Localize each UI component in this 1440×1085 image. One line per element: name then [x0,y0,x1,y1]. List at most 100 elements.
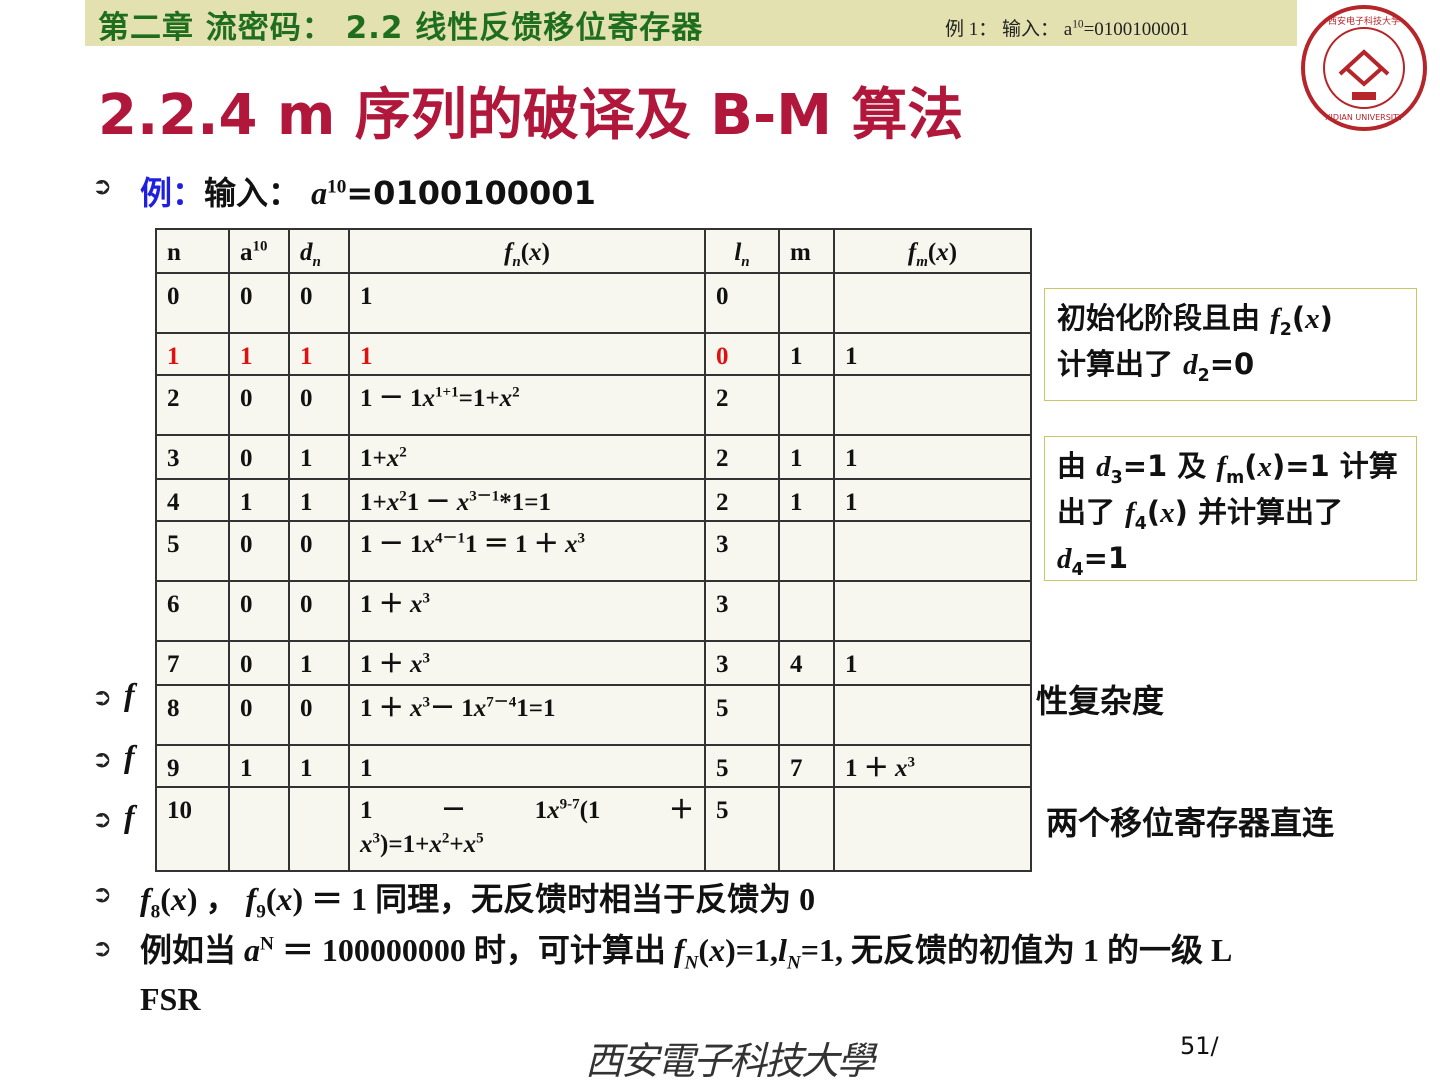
text-segment: m [1226,467,1245,488]
text-segment: 2 [1279,319,1292,340]
table-cell: 5 [155,520,230,583]
bullet-3-end: 两个移位寄存器直连 [1046,804,1335,842]
text-segment: 3 [422,590,431,607]
text-segment: (1 ＋ [579,797,694,825]
table-cell: 1 [288,332,350,377]
text-segment: 1 ＋ [360,695,411,723]
text-segment: a [240,239,253,266]
text-segment: 1 [240,489,253,517]
text-segment: x [422,531,436,559]
text-segment: x [895,755,908,783]
text-segment: n [512,254,521,270]
table-cell: 1 [228,744,290,789]
bullet-arrow-icon: ➲ [92,683,113,711]
table-cell: 1 [348,272,706,335]
table-cell: 1 ＋ x3－ 1x7－41=1 [348,684,706,747]
text-segment: 1 [790,445,803,473]
table-cell: 8 [155,684,230,747]
table-cell: 4 [778,640,835,687]
note-d3-computation: 由 d3=1 及 fm(x)=1 计算 出了 f4(x) 并计算出了 d4=1 [1044,436,1417,581]
table-cell [288,786,350,873]
text-segment: 3 [716,651,729,679]
text-segment: 1+ [360,489,387,517]
table-cell: 7 [155,640,230,687]
text-segment: 6 [167,591,180,619]
text-segment: 0 [240,283,253,311]
text-segment: 1 [790,489,803,517]
text-segment: 2 [1197,365,1210,386]
text-segment: a [244,932,261,968]
text-segment: 1 [300,755,313,783]
text-segment: =1+ [458,385,500,413]
text-segment: ( [698,932,710,968]
text-segment: x [1305,303,1320,335]
table-cell: 0 [228,374,290,437]
text-segment: x [529,239,542,266]
text-segment: x [410,591,423,619]
table-cell: 1 [833,640,1032,687]
svg-text:西安电子科技大学: 西安电子科技大学 [1328,15,1400,27]
text-segment: 1 [845,489,858,517]
svg-text:XIDIAN UNIVERSITY: XIDIAN UNIVERSITY [1325,113,1403,122]
text-segment: 0 [240,591,253,619]
text-segment: 0 [300,695,313,723]
table-cell: 1 [833,434,1032,481]
text-segment: 2 [512,384,520,401]
table-row: 3 0 1 1+x2 2 1 1 [155,434,1032,481]
university-seal-logo: 西安电子科技大学 XIDIAN UNIVERSITY [1301,5,1427,131]
text-segment: 1 [240,343,253,371]
table-cell: 4 [155,478,230,523]
text-segment: 3 [1110,467,1123,488]
table-cell: 1 [288,434,350,481]
table-cell: 6 [155,580,230,643]
text-segment: 3 [716,531,729,559]
header-overlay-text: 例 1： 输入： a10=0100100001 [945,18,1190,40]
table-cell: 5 [704,684,780,747]
university-calligraphy-logo: 西安電子科技大學 [585,1039,875,1083]
bullet-arrow-icon: ➲ [92,880,113,908]
column-header: fn(x) [348,227,706,275]
text-segment: 4 [790,651,803,679]
text-segment: x [936,239,949,266]
text-segment: 3 [577,530,586,547]
table-cell: 1 [348,744,706,789]
table-cell: 1 [288,478,350,523]
text-segment: x [499,385,513,413]
table-cell: 0 [228,580,290,643]
table-cell: 1 ＋ x3 [833,744,1032,789]
table-cell [778,786,835,873]
text-segment: x [565,531,578,559]
text-segment: n [312,254,321,270]
text-segment: 5 [476,830,484,847]
text-segment: 1 [845,651,858,679]
text-segment: + [449,831,464,858]
table-cell: 1 [228,332,290,377]
bullet-arrow-icon: ➲ [92,172,113,200]
text-segment: 0 [716,343,729,371]
table-cell: 0 [704,272,780,335]
text-segment: m [916,254,928,270]
text-segment: *1=1 [499,489,552,517]
text-segment: 5 [716,755,729,783]
text-segment: ( [1146,494,1161,529]
text-segment: l [777,932,787,968]
text-segment: 1 [845,343,858,371]
text-segment: =1, 无反馈的初值为 1 的一级 L [800,932,1233,968]
text-segment: 2 [716,445,729,473]
text-segment: x [422,385,436,413]
bullet-2-start: f [124,738,135,774]
text-segment: x [1257,451,1272,483]
table-cell: 0 [288,272,350,335]
text-segment: 7 [790,755,803,783]
text-segment: 4 [1134,513,1147,534]
table-cell: 1 ＋ x3 [348,580,706,643]
text-segment: N [786,952,801,974]
text-segment: ) [541,239,550,266]
text-segment: 4－1 [435,530,466,547]
text-segment: =1 及 [1122,449,1217,483]
text-segment: l [734,239,742,266]
